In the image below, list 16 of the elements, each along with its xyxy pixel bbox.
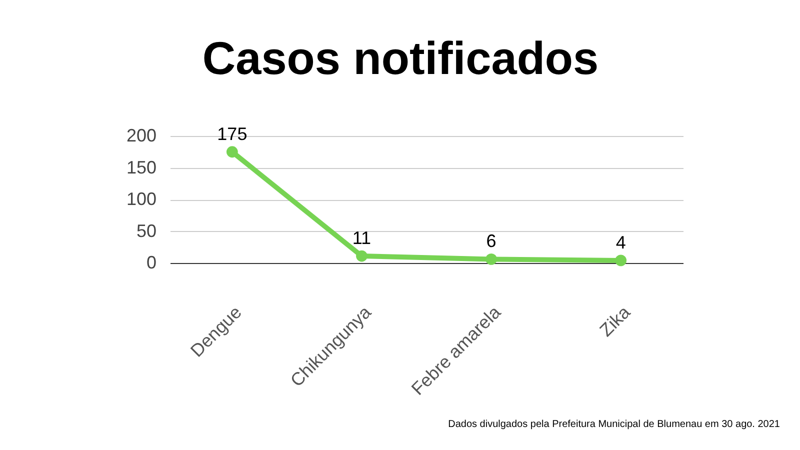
chart-title: Casos notificados	[202, 32, 599, 84]
point	[615, 254, 627, 266]
y-tick-label: 100	[126, 189, 156, 209]
point	[226, 146, 238, 158]
x-tick-label: Zika	[596, 301, 635, 340]
text: Dados divulgados pela Prefeitura Municipal de Blumenau em 30 ago. 2021	[448, 419, 780, 430]
data-label: 6	[486, 231, 496, 252]
y-tick-label: 0	[146, 252, 156, 272]
point	[486, 254, 497, 265]
y-tick-label: 150	[126, 157, 156, 178]
data-label: 175	[217, 124, 248, 144]
point	[356, 250, 368, 262]
data-label: 11	[352, 228, 372, 248]
y-tick-label: 50	[136, 220, 156, 241]
y-tick-label: 200	[126, 126, 156, 146]
data-label: 4	[616, 232, 626, 252]
